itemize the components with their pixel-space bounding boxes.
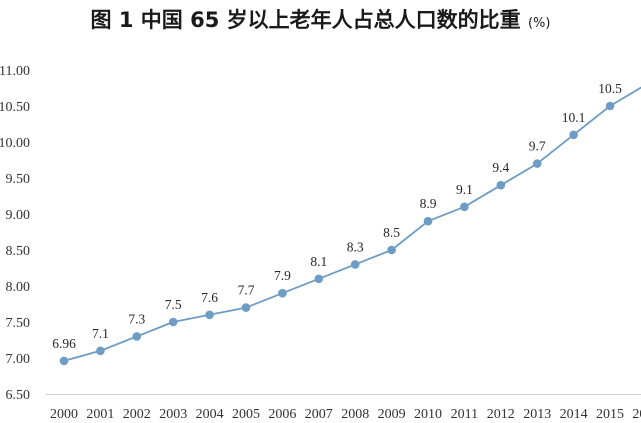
x-tick-label: 2015 xyxy=(596,407,624,422)
data-label: 7.6 xyxy=(201,290,218,305)
data-point xyxy=(460,202,469,212)
x-tick-label: 2011 xyxy=(451,407,478,422)
x-tick-label: 2000 xyxy=(50,407,78,422)
y-tick-label: 10.50 xyxy=(0,100,30,115)
data-point xyxy=(96,346,105,356)
data-point xyxy=(350,260,360,269)
data-point xyxy=(314,274,324,284)
data-point xyxy=(423,216,433,226)
x-tick-label: 2010 xyxy=(414,407,442,422)
y-tick-label: 8.50 xyxy=(6,244,31,259)
data-label: 10.5 xyxy=(598,81,622,96)
x-tick-label: 2007 xyxy=(305,407,333,422)
data-point xyxy=(59,356,69,366)
chart-title-unit: (%) xyxy=(527,16,551,31)
x-tick-label: 2001 xyxy=(86,407,114,422)
data-point xyxy=(132,332,142,341)
y-tick-label: 9.50 xyxy=(6,172,31,187)
data-point xyxy=(241,303,251,312)
data-label: 7.9 xyxy=(274,268,291,283)
data-point xyxy=(605,101,615,111)
series-line xyxy=(63,86,641,362)
y-tick-label: 6.50 xyxy=(6,388,31,403)
data-point xyxy=(496,180,506,190)
data-point xyxy=(278,288,287,298)
chart-title-text: 图 1 中国 65 岁以上老年人占总人口数的比重 xyxy=(90,8,521,32)
y-tick-label: 11.00 xyxy=(0,64,30,79)
y-tick-label: 7.00 xyxy=(6,352,31,367)
x-tick-label: 2006 xyxy=(268,407,296,422)
data-label: 8.3 xyxy=(347,239,364,254)
x-tick-label: 2009 xyxy=(378,407,406,422)
data-label: 7.3 xyxy=(128,311,145,326)
data-point xyxy=(532,159,542,168)
data-point xyxy=(387,245,396,255)
x-tick-label: 2008 xyxy=(341,407,369,422)
x-tick-label: 2005 xyxy=(232,407,260,422)
data-label: 9.1 xyxy=(456,182,473,197)
y-tick-label: 10.00 xyxy=(0,136,30,151)
data-label: 7.7 xyxy=(238,283,255,298)
x-tick-label: 2016 xyxy=(632,407,641,422)
x-tick-label: 2014 xyxy=(560,407,588,422)
data-label: 6.96 xyxy=(52,336,76,351)
series-polyline xyxy=(63,86,641,362)
x-tick-label: 2002 xyxy=(123,407,151,422)
x-tick-label: 2003 xyxy=(159,407,187,422)
x-tick-label: 2012 xyxy=(487,407,515,422)
y-tick-label: 8.00 xyxy=(6,280,31,295)
data-point xyxy=(205,310,214,320)
x-axis: 2000 2001 2002 2003 2004 2005 2006 2007 2008 2009… xyxy=(46,394,641,422)
y-tick-label: 7.50 xyxy=(6,316,31,331)
data-label: 8.1 xyxy=(310,254,327,269)
x-tick-label: 2004 xyxy=(196,407,224,422)
data-label: 8.5 xyxy=(383,225,400,240)
data-label: 7.5 xyxy=(165,297,182,312)
chart-title: 图 1 中国 65 岁以上老年人占总人口数的比重 (%) xyxy=(0,4,641,34)
data-label: 8.9 xyxy=(420,196,437,211)
data-label: 10.1 xyxy=(562,110,586,125)
series-points xyxy=(59,101,615,366)
y-axis: 6.50 7.00 7.50 8.00 8.50 9.00 9.50 10.00 10.50 11… xyxy=(0,64,30,403)
data-point xyxy=(168,317,178,327)
data-label: 7.1 xyxy=(92,326,109,341)
data-label: 9.4 xyxy=(492,160,509,175)
data-label: 9.7 xyxy=(529,139,546,154)
x-tick-label: 2013 xyxy=(523,407,551,422)
data-point xyxy=(569,130,578,140)
y-tick-label: 9.00 xyxy=(6,208,31,223)
data-labels: 6.96 7.1 7.3 7.5 7.6 7.7 7.9 8.1 8.3 8.5 8.9 9.1 9.4… xyxy=(52,81,622,351)
